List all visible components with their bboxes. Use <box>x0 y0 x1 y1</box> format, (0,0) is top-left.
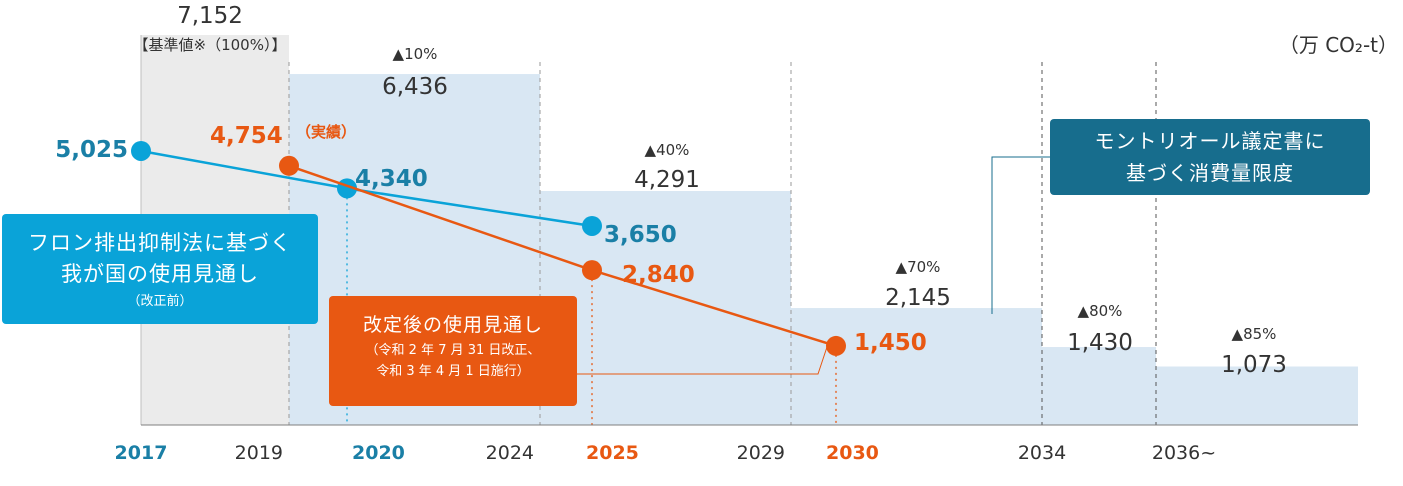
tick-label-2020: 2020 <box>352 442 405 464</box>
limit-value-2017: 7,152 <box>177 3 243 29</box>
limit-bar-2034 <box>1042 347 1156 425</box>
limit-value-2036~: 1,073 <box>1221 352 1287 378</box>
limit-value-2019: 6,436 <box>382 74 448 100</box>
tick-label-2036~: 2036~ <box>1152 442 1216 464</box>
series-1-point-2030 <box>826 335 846 356</box>
value-labels: 5,025 4,340 3,650 4,754 （実績） 2,840 1,450 7,152 6… <box>55 3 1287 378</box>
unit-label: （万 CO₂-t） <box>1279 33 1398 57</box>
limit-bar-2036~ <box>1156 366 1358 425</box>
limit-value-2034: 1,430 <box>1067 330 1133 356</box>
limit-value-2029: 2,145 <box>885 285 951 311</box>
limit-bar-2024 <box>540 191 791 425</box>
tick-label-2030: 2030 <box>826 442 879 464</box>
limit-pct-2034: ▲80% <box>1078 302 1123 320</box>
limit-pct-2036~: ▲85% <box>1232 325 1277 343</box>
limit-pct-2024: ▲40% <box>645 141 690 159</box>
tick-label-2019: 2019 <box>235 442 283 464</box>
series-1-note-2019: （実績） <box>296 123 356 141</box>
baseline-label: 【基準値※（100%）】 <box>134 36 287 54</box>
series-1-label-2025: 2,840 <box>622 262 695 288</box>
limit-pct-2019: ▲10% <box>393 45 438 63</box>
limit-value-2024: 4,291 <box>634 167 700 193</box>
x-axis: 2017 2019 2020 2024 2025 2029 2030 2034 2036~ <box>115 424 1358 464</box>
series-0-point-2017 <box>131 140 151 161</box>
series-0-label-2017: 5,025 <box>55 137 128 163</box>
gridlines <box>288 62 1157 425</box>
callout-revised-forecast: 改定後の使用見通し （令和 2 年 7 月 31 日改正、 令和 3 年 4 月… <box>329 296 577 406</box>
connector-orange <box>577 343 829 375</box>
callout-montreal-limit: モントリオール議定書に 基づく消費量限度 <box>1050 119 1370 195</box>
callout-teal-line1: モントリオール議定書に <box>1094 129 1326 153</box>
callout-blue-line1: フロン排出抑制法に基づく <box>28 231 292 255</box>
series-1-label-2030: 1,450 <box>854 330 927 356</box>
callout-orange-line2: （令和 2 年 7 月 31 日改正、 <box>365 343 541 358</box>
callout-orange-line3: 令和 3 年 4 月 1 日施行） <box>376 364 530 379</box>
series-1-label-2019: 4,754 <box>210 123 283 149</box>
limit-bar-2029 <box>791 308 1042 425</box>
callout-blue-line2: 我が国の使用見通し <box>61 262 259 286</box>
limit-pct-2029: ▲70% <box>896 258 941 276</box>
callout-blue-line3: （改正前） <box>127 294 193 309</box>
series-1-point-2025 <box>582 260 602 281</box>
series-1-point-2019 <box>279 155 299 176</box>
tick-label-2025: 2025 <box>586 442 639 464</box>
series-lines <box>131 140 846 356</box>
callout-teal-line2: 基づく消費量限度 <box>1126 161 1294 185</box>
callout-orange-line1: 改定後の使用見通し <box>362 314 543 336</box>
connector-teal <box>991 156 1050 314</box>
series-0-label-2020: 4,340 <box>355 166 428 192</box>
series-0-label-2025: 3,650 <box>604 222 677 248</box>
tick-label-2029: 2029 <box>737 442 785 464</box>
callout-old-forecast: フロン排出抑制法に基づく 我が国の使用見通し （改正前） <box>2 214 318 324</box>
tick-label-2017: 2017 <box>115 442 168 464</box>
tick-label-2034: 2034 <box>1018 442 1066 464</box>
consumption-limit-bars <box>140 35 1358 425</box>
tick-label-2024: 2024 <box>486 442 534 464</box>
series-0-point-2025 <box>582 215 602 236</box>
